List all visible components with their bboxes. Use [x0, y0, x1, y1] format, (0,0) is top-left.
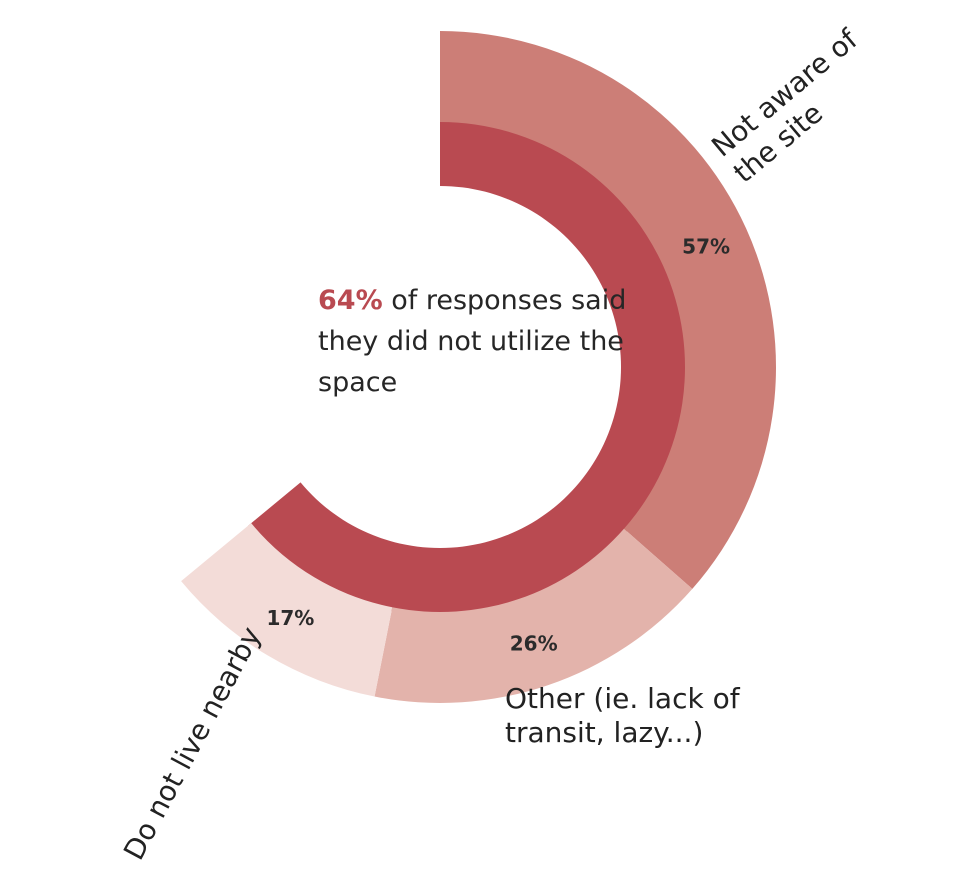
- value-labels: 57% 26% 17%: [266, 235, 730, 656]
- category-label-other-text: Other (ie. lack of transit, lazy...): [505, 682, 741, 749]
- outer-ring: [181, 31, 777, 703]
- value-label-1: 26%: [510, 632, 558, 656]
- category-label-nearby: Do not live nearby: [117, 621, 268, 865]
- value-label-2: 17%: [266, 606, 314, 630]
- category-label-aware-text: Not aware ofthe site: [705, 22, 886, 189]
- inner-arc-segment: [248, 118, 689, 616]
- value-label-0: 57%: [682, 235, 730, 259]
- outer-segment-0: [440, 31, 777, 589]
- category-label-not-aware: Not aware ofthe site: [705, 22, 886, 189]
- inner-arc: [248, 118, 689, 616]
- outer-segment-2: [181, 523, 393, 697]
- center-highlight: 64%: [318, 285, 383, 316]
- category-label-nearby-text: Do not live nearby: [117, 621, 268, 865]
- center-rest: of responses said they did not utilize t…: [318, 285, 627, 398]
- category-label-other: Other (ie. lack of transit, lazy...): [505, 682, 741, 749]
- center-summary: 64% of responses said they did not utili…: [318, 280, 638, 403]
- outer-segment-1: [374, 528, 693, 703]
